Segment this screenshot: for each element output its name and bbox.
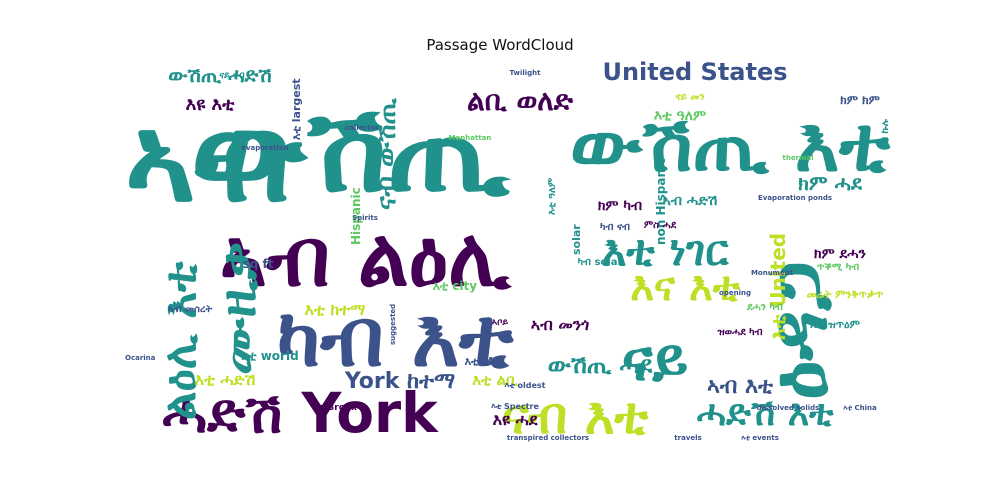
word-cloud-word: ካብ እቲ <box>277 291 514 384</box>
word-cloud-word: እቲ United <box>766 233 790 340</box>
word-cloud-word: እቲ MW <box>465 355 506 368</box>
word-cloud-word: ናብ ኩሉ <box>880 118 891 150</box>
word-cloud-word: ኣቦይ <box>492 318 508 328</box>
word-cloud-word: ሓድሽ እቲ <box>697 393 834 434</box>
word-cloud-word: እቲ ልቢ <box>472 371 518 389</box>
word-cloud-word: ደሓን ካብ <box>746 301 783 313</box>
word-cloud-word: ልዕሊ እቲ <box>153 261 206 420</box>
word-cloud-word: ክም ደሓን <box>814 246 866 262</box>
word-cloud-word: እና እቲ <box>630 264 741 310</box>
word-cloud-word: ኣብ ሓድሽ <box>663 193 718 209</box>
word-cloud-word: Evaporation ponds <box>758 194 832 202</box>
word-cloud-word: sq ft <box>243 257 274 271</box>
word-cloud-word: ሙዚቃ <box>208 242 268 375</box>
word-cloud-word: Spirits <box>352 214 378 222</box>
word-cloud-word: ኣብ እቲ <box>707 374 774 399</box>
word-cloud-word: እቲ city <box>433 279 477 293</box>
word-cloud-word: እቲ ዓለም <box>547 177 558 215</box>
word-cloud-word: እቲ China <box>843 404 877 412</box>
word-cloud-word: collector <box>345 124 380 132</box>
word-cloud-word: ናብ እቲ <box>502 387 649 445</box>
word-cloud-word: Twilight <box>509 69 541 77</box>
word-cloud-word: ምስ ሓደ <box>644 220 677 231</box>
word-cloud-word: Ocarina <box>125 354 156 362</box>
word-cloud-word: ልቢ ወለድ <box>467 84 574 117</box>
word-cloud-word: እቲ oldest <box>505 381 546 390</box>
word-cloud-word: እቲ Spectre <box>491 402 539 411</box>
word-cloud-word: ክም ሓደ <box>798 171 863 195</box>
word-cloud-word: solar <box>570 224 583 255</box>
word-cloud-word: transpired collectors <box>507 434 589 442</box>
word-cloud-word: ውሽጢ ሓደ <box>548 351 653 379</box>
word-cloud-word: ውሽጢ <box>191 80 510 219</box>
word-cloud-word: እቲ ከተማ <box>305 300 366 319</box>
word-cloud-word: ናይ መን <box>675 92 705 103</box>
word-cloud-word: ኣብ <box>125 90 291 229</box>
word-cloud-word: ክም ካብ <box>598 198 642 214</box>
word-cloud-word: ጥቕሚ ካብ <box>817 261 859 273</box>
word-cloud-word: dissolved solids <box>757 404 820 412</box>
word-cloud-word: evaporation <box>241 144 289 152</box>
word-cloud-word: Monument <box>751 269 794 277</box>
word-cloud-word: York ከተማ <box>344 369 455 394</box>
word-cloud-word: እቲ ዝጥዕም <box>810 318 860 331</box>
word-cloud-word: ካብ solar <box>578 256 623 268</box>
word-cloud-word: እቲ Bronx <box>313 403 357 413</box>
word-cloud-word: እቲ ሓድሽ <box>195 370 256 389</box>
word-cloud-word: ዕዳጋ <box>752 261 845 400</box>
word-cloud-word: እዩ እቲ <box>186 94 236 115</box>
word-cloud-word: እዩ ሓደ <box>493 410 538 429</box>
word-cloud-word: ውሽጢ ሓድሽ <box>168 63 272 87</box>
word-cloud-word: ኣብ ልዕሊ <box>220 211 513 304</box>
word-cloud-word: እቲ largest <box>290 78 303 140</box>
word-cloud-word: United States <box>602 58 787 86</box>
word-cloud-word: ናብ ውሽጢ <box>372 97 402 210</box>
word-cloud-word: ኣብ መንጎ <box>531 315 589 334</box>
word-cloud-word: እቲ ዓለም <box>654 108 706 124</box>
word-cloud-word: non Hispanic <box>654 158 668 245</box>
word-cloud-word: Hispanic <box>349 187 363 245</box>
word-cloud-word: travels <box>674 434 701 442</box>
word-cloud-word: እቲ ነገር <box>602 226 730 275</box>
word-cloud-word: ሓድሽ York <box>162 381 439 445</box>
word-cloud-word: መሬት ምንቅጥቃጥ <box>807 288 884 301</box>
word-cloud-word: ዝወሓደ ካብ <box>717 326 762 338</box>
word-cloud-word: እቲ world <box>241 349 298 363</box>
word-cloud-word: እቲ events <box>741 434 779 442</box>
word-cloud-word: opening <box>719 289 751 297</box>
word-cloud-word: ውሽጢ እቲ <box>570 100 891 188</box>
word-cloud-word: suggested <box>389 304 397 345</box>
word-cloud-word: thermal <box>783 154 814 162</box>
word-cloud-word: ኣብ መሰረት <box>168 304 213 315</box>
word-cloud-word: ክም ክም <box>840 93 880 107</box>
word-cloud-word: Manhattan <box>449 134 492 142</box>
word-cloud-word: ካብ ናብ <box>600 221 630 233</box>
chart-title: Passage WordCloud <box>426 36 574 54</box>
word-cloud-word: ናይ ናብ <box>219 71 244 81</box>
word-cloud-word: ናይ <box>622 326 688 394</box>
